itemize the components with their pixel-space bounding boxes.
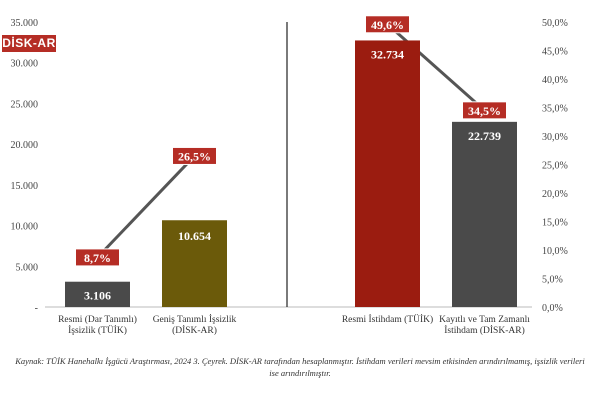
percent-badge (462, 101, 507, 120)
right-tick-label: 10,0% (542, 246, 568, 257)
category-label: İstihdam (DİSK-AR) (444, 324, 524, 336)
bar (452, 121, 517, 307)
percent-label: 49,6% (371, 18, 404, 32)
left-tick-label: 5.000 (16, 262, 39, 273)
percent-badge (172, 146, 217, 165)
percent-connector-line (96, 154, 196, 259)
right-tick-label: 15,0% (542, 218, 568, 229)
left-tick-label: 25.000 (11, 99, 39, 110)
right-tick-label: 35,0% (542, 104, 568, 115)
percent-badge (365, 15, 410, 34)
bar (162, 220, 227, 307)
source-note: Kaynak: TÜİK Hanehalkı İşgücü Araştırmas… (15, 356, 585, 378)
percent-connector-line (386, 23, 486, 112)
left-tick-label: 15.000 (11, 181, 39, 192)
left-tick-label: 30.000 (11, 59, 39, 70)
bar-value-label: 22.739 (468, 129, 501, 143)
left-tick-label: 35.000 (11, 18, 39, 29)
right-tick-label: 40,0% (542, 75, 568, 86)
category-label: Resmi (Dar Tanımlı) (58, 314, 137, 325)
disk-ar-logo: DİSK-AR (2, 35, 56, 52)
category-label: Kayıtlı ve Tam Zamanlı (439, 315, 530, 325)
percent-label: 26,5% (178, 149, 211, 163)
right-tick-label: 50,0% (542, 18, 568, 29)
right-tick-label: 30,0% (542, 132, 568, 143)
right-tick-label: 0,0% (542, 303, 563, 314)
right-tick-label: 45,0% (542, 47, 568, 58)
left-tick-label: - (35, 303, 38, 314)
category-label: İşsizlik (TÜİK) (68, 324, 127, 336)
bar (355, 40, 420, 307)
category-label: (DİSK-AR) (172, 324, 217, 336)
bar-value-label: 32.734 (371, 47, 404, 61)
bar (65, 281, 130, 307)
percent-label: 34,5% (468, 104, 501, 118)
left-tick-label: 20.000 (11, 140, 39, 151)
right-tick-label: 25,0% (542, 161, 568, 172)
left-tick-label: 10.000 (11, 222, 39, 233)
chart: - 5.000 10.000 15.000 20.000 25.000 30.000 35.0… (11, 15, 568, 336)
bar-value-label: 10.654 (178, 229, 211, 243)
percent-badge (75, 248, 120, 267)
category-label: Resmi İstihdam (TÜİK) (342, 313, 433, 325)
bar-value-label: 3.106 (84, 288, 111, 302)
right-tick-label: 5,0% (542, 275, 563, 286)
percent-label: 8,7% (84, 251, 111, 265)
category-label: Geniş Tanımlı İşsizlik (153, 313, 237, 325)
right-tick-label: 20,0% (542, 189, 568, 200)
